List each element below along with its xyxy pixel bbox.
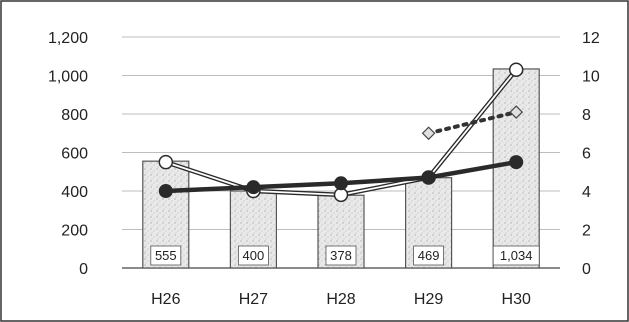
axis-labels: 0 200 400 600 800 1,000 1,200 0 2 4 6 8 10 12 H26 H27 H2… (48, 30, 600, 308)
dotted-line (426, 110, 519, 136)
hollow-circle-marker (158, 154, 174, 170)
right-tick-label: 6 (582, 146, 591, 163)
right-tick-label: 0 (582, 261, 591, 278)
bar-series: 555 400 378 469 1,034 (142, 68, 540, 269)
category-label: H26 (151, 291, 180, 308)
left-tick-label: 800 (61, 107, 88, 124)
category-label: H29 (414, 291, 443, 308)
left-tick-label: 0 (79, 261, 88, 278)
solid-circle-marker (158, 184, 173, 198)
category-label: H27 (239, 291, 268, 308)
category-label: H30 (502, 291, 531, 308)
right-tick-label: 8 (582, 107, 591, 124)
right-tick-label: 2 (582, 223, 591, 240)
diamond-marker (421, 126, 436, 141)
bar-data-label-box (492, 245, 540, 266)
bar-data-label-box (237, 245, 269, 266)
bar-data-label: 1,034 (500, 248, 533, 263)
hollow-circle-marker (508, 62, 524, 77)
bar-data-label-box (325, 245, 357, 266)
bar-data-label: 400 (243, 248, 265, 263)
solid-circle-marker (246, 180, 261, 195)
bar-data-label-box (413, 245, 445, 266)
left-tick-label: 1,200 (48, 30, 88, 47)
right-tick-label: 12 (582, 30, 600, 47)
line-series (158, 62, 524, 203)
bar (492, 68, 540, 269)
bar-data-label-box (150, 245, 182, 266)
left-tick-label: 600 (61, 146, 88, 163)
category-label: H28 (326, 291, 355, 308)
right-tick-label: 10 (582, 69, 600, 86)
bar-data-label: 378 (330, 248, 352, 263)
diamond-marker (509, 105, 524, 119)
solid-circle-marker (334, 176, 348, 191)
solid-circle-marker (509, 155, 524, 170)
right-tick-label: 4 (582, 184, 591, 201)
left-tick-label: 400 (61, 184, 88, 201)
bar-data-label: 469 (418, 248, 440, 263)
solid-circle-marker (421, 170, 436, 185)
left-tick-label: 1,000 (48, 69, 88, 86)
left-tick-label: 200 (61, 223, 88, 240)
bar-data-label: 555 (155, 248, 177, 263)
